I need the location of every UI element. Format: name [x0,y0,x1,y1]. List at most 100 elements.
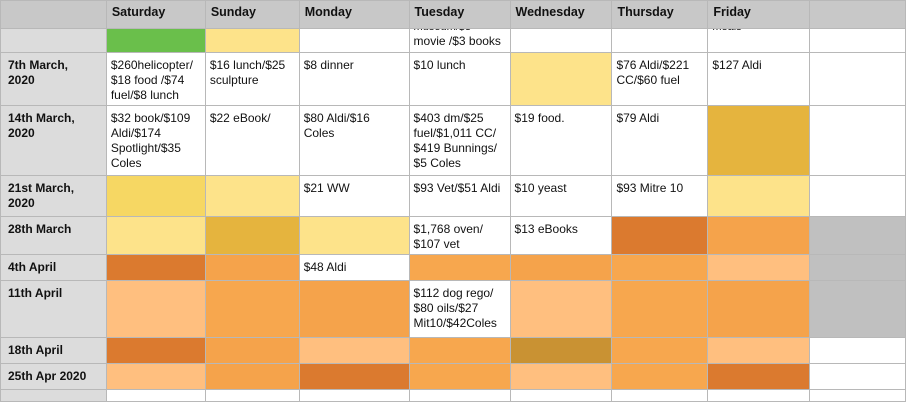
row-header-week[interactable]: 28th March [0,216,107,255]
cell-wednesday[interactable] [509,254,613,281]
cell-extra[interactable] [809,175,906,217]
cell-extra[interactable] [809,363,906,390]
cell-extra[interactable] [809,105,906,176]
cell-friday[interactable] [707,105,811,176]
cell-extra[interactable] [809,28,906,53]
column-header-thursday[interactable]: Thursday [611,0,709,29]
cell-friday[interactable] [707,175,811,217]
cell-thursday[interactable]: $79 Aldi [611,105,709,176]
cell-wednesday[interactable] [509,28,613,53]
cell-extra[interactable] [809,337,906,364]
cell-monday[interactable]: $21 WW [298,175,410,217]
cell-monday[interactable] [298,28,410,53]
cell-friday[interactable] [707,337,811,364]
cell-monday[interactable] [298,363,410,390]
cell-thursday[interactable] [611,28,709,53]
cell-tuesday[interactable] [408,363,511,390]
corner-cell[interactable] [0,0,107,29]
cell-wednesday[interactable]: $13 eBooks [509,216,613,255]
column-header-empty[interactable] [809,0,906,29]
cell-friday[interactable] [707,389,811,402]
row-header-week[interactable]: 4th April [0,254,107,281]
cell-thursday[interactable] [611,216,709,255]
cell-friday[interactable] [707,280,811,338]
cell-thursday[interactable] [611,280,709,338]
cell-saturday[interactable]: $260helicopter/ $18 food /$74 fuel/$8 lu… [105,52,206,106]
cell-monday[interactable]: $80 Aldi/$16 Coles [298,105,410,176]
cell-friday[interactable] [707,216,811,255]
cell-thursday[interactable] [611,254,709,281]
cell-thursday[interactable] [611,389,709,402]
column-header-tuesday[interactable]: Tuesday [408,0,511,29]
cell-sunday[interactable] [204,363,300,390]
cell-thursday[interactable]: $93 Mitre 10 [611,175,709,217]
cell-extra[interactable] [809,254,906,281]
column-header-monday[interactable]: Monday [298,0,410,29]
cell-saturday[interactable] [105,254,206,281]
cell-extra[interactable] [809,280,906,338]
cell-sunday[interactable]: $16 lunch/$25 sculpture [204,52,300,106]
cell-extra[interactable] [809,52,906,106]
cell-thursday[interactable] [611,363,709,390]
cell-tuesday[interactable]: museum/$3movie /$3 books [408,28,511,53]
cell-saturday[interactable] [105,389,206,402]
cell-tuesday[interactable] [408,337,511,364]
cell-monday[interactable] [298,337,410,364]
cell-saturday[interactable]: $32 book/$109 Aldi/$174 Spotlight/$35 Co… [105,105,206,176]
cell-extra[interactable] [809,216,906,255]
cell-saturday[interactable] [105,363,206,390]
row-header-week[interactable]: 21st March, 2020 [0,175,107,217]
column-header-friday[interactable]: Friday [707,0,811,29]
cell-sunday[interactable]: $22 eBook/ [204,105,300,176]
row-header-week[interactable]: 25th Apr 2020 [0,363,107,390]
cell-friday[interactable]: meals [707,28,811,53]
cell-extra[interactable] [809,389,906,402]
cell-saturday[interactable] [105,175,206,217]
cell-sunday[interactable] [204,175,300,217]
cell-tuesday[interactable]: $10 lunch [408,52,511,106]
cell-sunday[interactable] [204,337,300,364]
cell-tuesday[interactable]: $93 Vet/$51 Aldi [408,175,511,217]
cell-sunday[interactable] [204,254,300,281]
cell-saturday[interactable] [105,337,206,364]
cell-wednesday[interactable] [509,280,613,338]
cell-wednesday[interactable] [509,363,613,390]
cell-thursday[interactable] [611,337,709,364]
cell-wednesday[interactable] [509,337,613,364]
column-header-sunday[interactable]: Sunday [204,0,300,29]
cell-friday[interactable] [707,254,811,281]
column-header-saturday[interactable]: Saturday [105,0,206,29]
cell-sunday[interactable] [204,216,300,255]
cell-monday[interactable] [298,280,410,338]
row-header-week[interactable] [0,28,107,53]
cell-tuesday[interactable]: $403 dm/$25 fuel/$1,011 CC/ $419 Bunning… [408,105,511,176]
cell-friday[interactable]: $127 Aldi [707,52,811,106]
cell-wednesday[interactable]: $10 yeast [509,175,613,217]
column-header-wednesday[interactable]: Wednesday [509,0,613,29]
cell-tuesday[interactable] [408,389,511,402]
table-row: 11th April $112 dog rego/ $80 oils/$27 Mi… [0,280,906,338]
cell-monday[interactable]: $8 dinner [298,52,410,106]
cell-tuesday[interactable]: $112 dog rego/ $80 oils/$27 Mit10/$42Col… [408,280,511,338]
cell-wednesday[interactable]: $19 food. [509,105,613,176]
row-header-week[interactable] [0,389,107,402]
row-header-week[interactable]: 7th March, 2020 [0,52,107,106]
row-header-week[interactable]: 14th March, 2020 [0,105,107,176]
cell-sunday[interactable] [204,280,300,338]
cell-wednesday[interactable] [509,52,613,106]
cell-tuesday[interactable]: $1,768 oven/ $107 vet [408,216,511,255]
cell-sunday[interactable] [204,389,300,402]
cell-thursday[interactable]: $76 Aldi/$221 CC/$60 fuel [611,52,709,106]
cell-tuesday[interactable] [408,254,511,281]
cell-wednesday[interactable] [509,389,613,402]
cell-saturday[interactable] [105,216,206,255]
cell-friday[interactable] [707,363,811,390]
cell-monday[interactable]: $48 Aldi [298,254,410,281]
cell-monday[interactable] [298,389,410,402]
cell-monday[interactable] [298,216,410,255]
cell-saturday[interactable] [105,28,206,53]
row-header-week[interactable]: 11th April [0,280,107,338]
cell-saturday[interactable] [105,280,206,338]
cell-sunday[interactable] [204,28,300,53]
row-header-week[interactable]: 18th April [0,337,107,364]
